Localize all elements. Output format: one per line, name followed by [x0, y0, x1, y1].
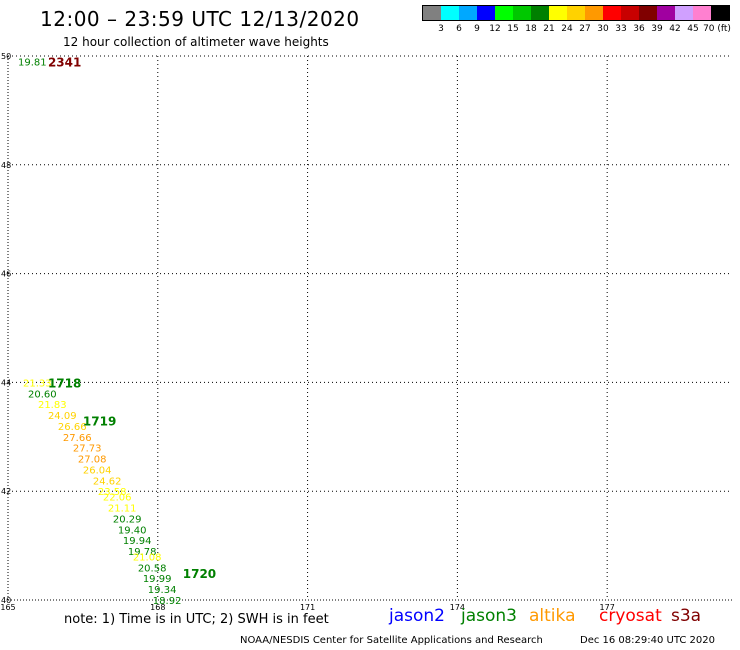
y-tick-label: 42	[1, 487, 11, 496]
pass-time-label: 1719	[83, 414, 116, 428]
color-scale-legend: 3 6 9 12 15 18 21 24 27 30 33 36 39 42 45 70 (ft)	[422, 5, 731, 35]
wave-height-point: 20.58	[138, 563, 167, 574]
color-swatch	[585, 6, 603, 20]
wave-height-point: 27.66	[63, 433, 92, 444]
y-tick-label: 46	[1, 270, 11, 279]
footnote: note: 1) Time is in UTC; 2) SWH is in fe…	[64, 612, 329, 627]
color-swatch	[693, 6, 711, 20]
wave-height-point: 24.09	[48, 411, 77, 422]
wave-height-point: 18.92	[153, 596, 182, 607]
color-scale-label: 70 (ft)	[703, 24, 731, 34]
wave-height-point: 19.40	[118, 525, 147, 536]
credit-line: NOAA/NESDIS Center for Satellite Applica…	[240, 635, 543, 646]
chart-subtitle: 12 hour collection of altimeter wave hei…	[63, 35, 329, 49]
wave-height-point: 21.11	[108, 504, 137, 515]
wave-height-point: 19.94	[123, 536, 152, 547]
color-swatch	[441, 6, 459, 20]
y-tick-label: 44	[1, 378, 11, 387]
color-scale-label: 9	[474, 24, 480, 34]
wave-height-point: 21.33	[23, 378, 52, 389]
mission-s3a-label: s3a	[671, 606, 702, 626]
color-scale-label: 33	[615, 24, 627, 34]
y-tick-label: 40	[1, 596, 11, 605]
color-scale-label: 45	[687, 24, 699, 34]
mission-jason2-label: jason2	[389, 606, 445, 626]
color-swatch	[567, 6, 585, 20]
color-swatch	[711, 6, 729, 20]
wave-height-point: 27.08	[78, 455, 107, 466]
pass-time-label: 1718	[48, 376, 81, 390]
color-scale-swatches	[422, 5, 730, 21]
color-scale-label: 39	[651, 24, 663, 34]
pass-time-label: 2341	[48, 55, 81, 69]
x-tick-label: 171	[300, 603, 315, 612]
wave-height-point: 26.04	[83, 465, 112, 476]
wave-height-point: 22.06	[103, 493, 132, 504]
wave-height-point: 26.66	[58, 422, 87, 433]
wave-height-point: 19.34	[148, 585, 177, 596]
wave-height-point: 19.99	[143, 574, 172, 585]
chart-title: 12:00 – 23:59 UTC 12/13/2020	[40, 7, 360, 31]
wave-height-point: 23.58	[98, 487, 127, 498]
x-tick-label: 174	[450, 603, 465, 612]
generation-timestamp: Dec 16 08:29:40 UTC 2020	[580, 635, 715, 646]
wave-height-point: 20.29	[113, 514, 142, 525]
color-scale-label: 18	[525, 24, 537, 34]
wave-height-point: 24.62	[93, 476, 122, 487]
x-tick-label: 177	[600, 603, 615, 612]
color-swatch	[459, 6, 477, 20]
y-tick-label: 50	[1, 52, 11, 61]
color-swatch	[621, 6, 639, 20]
wave-height-point: 27.73	[73, 444, 102, 455]
mission-cryosat-label: cryosat	[599, 606, 662, 626]
color-swatch	[549, 6, 567, 20]
color-swatch	[603, 6, 621, 20]
x-tick-label: 165	[0, 603, 15, 612]
color-scale-label: 42	[669, 24, 681, 34]
wave-height-point: 21.83	[38, 400, 67, 411]
color-scale-label: 12	[489, 24, 501, 34]
color-swatch	[639, 6, 657, 20]
color-swatch	[675, 6, 693, 20]
pass-time-label: 1720	[183, 567, 216, 581]
color-scale-label: 27	[579, 24, 591, 34]
wave-height-point: 19.78	[128, 547, 157, 558]
color-scale-label: 3	[438, 24, 444, 34]
x-tick-label: 168	[150, 603, 165, 612]
mission-altika-label: altika	[529, 606, 576, 626]
wave-height-point: 20.60	[28, 389, 57, 400]
color-scale-label: 24	[561, 24, 573, 34]
color-scale-label: 30	[597, 24, 609, 34]
color-swatch	[477, 6, 495, 20]
mission-jason3-label: jason3	[461, 606, 517, 626]
color-scale-label: 36	[633, 24, 645, 34]
color-swatch	[423, 6, 441, 20]
color-swatch	[495, 6, 513, 20]
color-swatch	[513, 6, 531, 20]
color-scale-labels: 3 6 9 12 15 18 21 24 27 30 33 36 39 42 45 70 (ft)	[422, 21, 731, 35]
color-scale-label: 6	[456, 24, 462, 34]
color-swatch	[657, 6, 675, 20]
color-swatch	[531, 6, 549, 20]
color-scale-label: 21	[543, 24, 555, 34]
color-scale-label: 15	[507, 24, 519, 34]
wave-height-point: 19.81	[18, 57, 47, 68]
y-tick-label: 48	[1, 161, 11, 170]
wave-height-point: 21.08	[133, 552, 162, 563]
